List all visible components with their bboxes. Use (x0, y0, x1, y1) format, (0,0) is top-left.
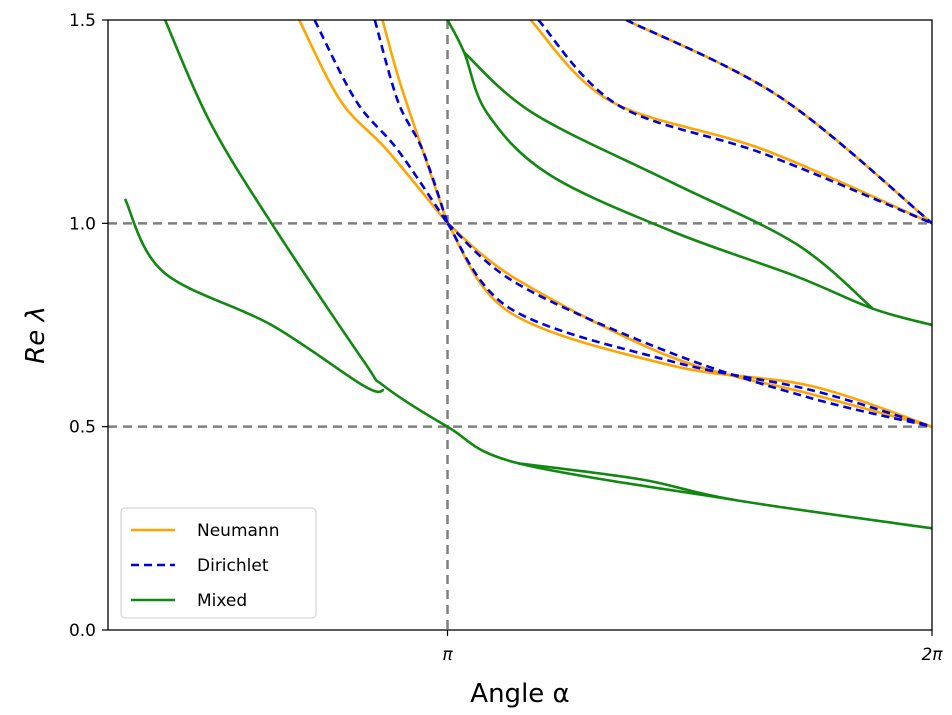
series-line-dirichlet (373, 20, 449, 224)
legend: Neumann Dirichlet Mixed (120, 507, 317, 619)
y-axis-ticks: 0.0 0.5 1.0 1.5 (69, 11, 108, 641)
x-tick-label: 2π (921, 645, 943, 665)
series-line-mixed (463, 51, 874, 310)
series-line-dirichlet (537, 20, 932, 225)
y-tick-label: 0.0 (69, 621, 96, 641)
legend-box (120, 507, 317, 619)
series-line-neumann (298, 20, 449, 225)
series-line-neumann (446, 222, 932, 428)
series-line-neumann (446, 222, 932, 428)
series-line-neumann (529, 20, 932, 225)
legend-label: Dirichlet (197, 556, 269, 576)
series-group (123, 20, 932, 530)
legend-label: Neumann (197, 521, 279, 541)
y-axis-title: Re λ (21, 306, 51, 364)
x-axis-title: Angle α (470, 679, 569, 709)
plot-frame (107, 19, 933, 631)
series-line-mixed (518, 462, 932, 530)
series-line-dirichlet (446, 222, 932, 428)
legend-label: Mixed (197, 591, 247, 611)
y-tick-label: 1.0 (69, 214, 96, 234)
series-line-dirichlet (625, 20, 932, 225)
x-axis-ticks: π 2π (442, 630, 943, 665)
series-line-dirichlet (446, 222, 932, 428)
y-tick-label: 0.5 (69, 418, 96, 438)
x-tick-label: π (442, 645, 453, 665)
series-line-dirichlet (313, 20, 449, 225)
series-mixed (123, 20, 932, 530)
series-dirichlet (313, 20, 932, 428)
reference-lines (108, 20, 932, 630)
series-line-mixed (446, 20, 932, 327)
series-line-mixed (123, 198, 385, 394)
y-tick-label: 1.5 (69, 11, 96, 31)
